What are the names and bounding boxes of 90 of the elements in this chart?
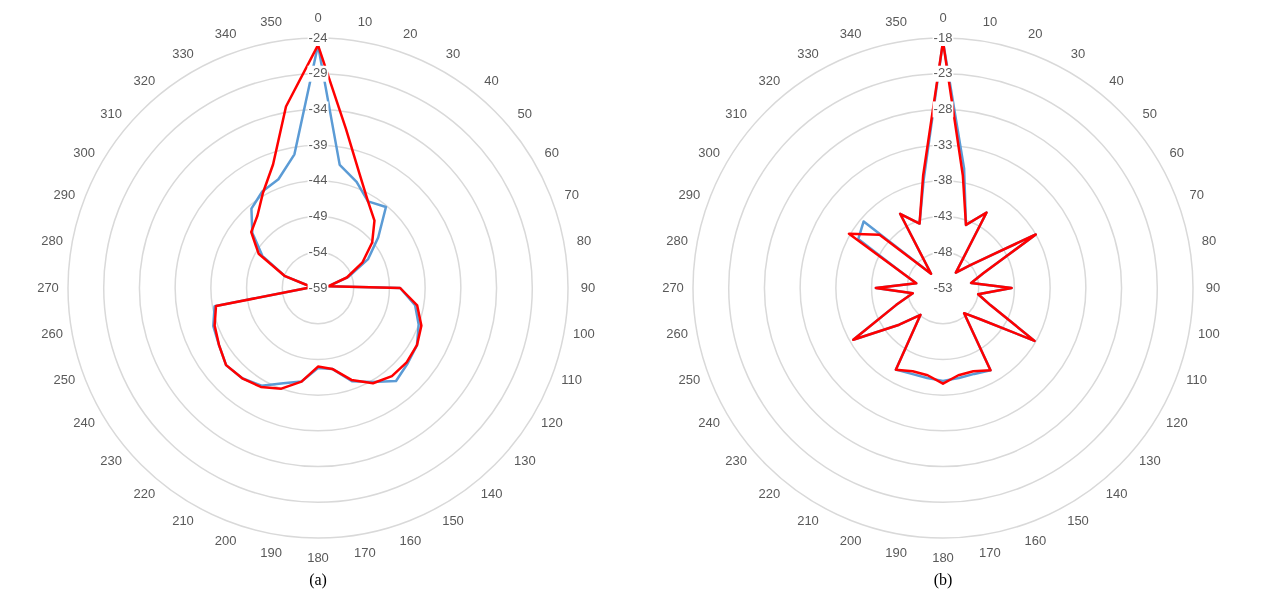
spoke-label: 330 <box>172 45 194 61</box>
spoke-label: 280 <box>41 232 63 248</box>
spoke-label: 220 <box>133 486 156 502</box>
spoke-label: 80 <box>1201 232 1217 248</box>
spoke-label: 320 <box>758 72 781 88</box>
spoke-label: 310 <box>100 106 123 122</box>
spoke-label: 50 <box>1142 106 1158 122</box>
spoke-label: 250 <box>53 371 76 387</box>
spoke-label: 310 <box>725 106 748 122</box>
spoke-label: 40 <box>1109 72 1124 88</box>
y-tick-label: -34 <box>308 101 328 117</box>
spoke-label: 110 <box>561 371 583 387</box>
spoke-label: 70 <box>564 187 579 203</box>
spoke-label: 80 <box>576 232 592 248</box>
spoke-label: 160 <box>1024 533 1047 549</box>
spoke-label: 260 <box>41 326 63 342</box>
spoke-label: 230 <box>725 453 748 469</box>
y-tick-label: -39 <box>308 136 328 152</box>
y-tick-label: -43 <box>933 208 953 224</box>
spoke-label: 50 <box>517 106 533 122</box>
spoke-label: 250 <box>678 371 701 387</box>
spoke-label: 10 <box>982 13 998 29</box>
spoke-label: 180 <box>932 549 954 565</box>
spoke-label: 110 <box>1186 371 1208 387</box>
y-tick-label: -29 <box>308 65 328 81</box>
y-tick-label: -59 <box>308 279 328 295</box>
spoke-label: 160 <box>399 533 422 549</box>
spoke-label: 140 <box>480 486 503 502</box>
spoke-label: 220 <box>758 486 781 502</box>
spoke-label: 260 <box>666 326 688 342</box>
y-tick-label: -49 <box>308 208 328 224</box>
spoke-label: 170 <box>979 545 1001 561</box>
spoke-label: 300 <box>698 144 721 160</box>
y-tick-label: -48 <box>933 243 953 259</box>
spoke-label: 200 <box>839 533 862 549</box>
spoke-label: 200 <box>214 533 237 549</box>
spoke-label: 340 <box>839 25 862 41</box>
spoke-label: 270 <box>37 279 59 295</box>
spoke-label: 0 <box>939 9 947 25</box>
y-tick-label: -53 <box>933 279 953 295</box>
spoke-label: 340 <box>214 25 237 41</box>
spoke-label: 10 <box>357 13 373 29</box>
spoke-label: 0 <box>314 9 322 25</box>
y-tick-label: -28 <box>933 101 953 117</box>
y-tick-label: -54 <box>308 243 328 259</box>
y-tick-label: -38 <box>933 172 953 188</box>
spoke-label: 130 <box>513 453 536 469</box>
spoke-label: 280 <box>666 232 688 248</box>
spoke-label: 130 <box>1138 453 1161 469</box>
y-tick-label: -44 <box>308 172 328 188</box>
spoke-label: 300 <box>73 144 96 160</box>
spoke-label: 210 <box>797 513 819 529</box>
spoke-label: 290 <box>678 187 701 203</box>
spoke-label: 60 <box>544 144 560 160</box>
spoke-label: 90 <box>580 279 596 295</box>
spoke-label: 70 <box>1189 187 1204 203</box>
spoke-label: 170 <box>354 545 376 561</box>
spoke-label: 190 <box>885 545 907 561</box>
spoke-label: 190 <box>260 545 282 561</box>
spoke-label: 150 <box>1067 513 1089 529</box>
spoke-label: 330 <box>797 45 819 61</box>
y-tick-label: -24 <box>308 29 328 45</box>
spoke-label: 120 <box>540 414 563 430</box>
spoke-label: 120 <box>1165 414 1188 430</box>
y-tick-label: -33 <box>933 136 953 152</box>
spoke-label: 20 <box>403 25 418 41</box>
spoke-label: 230 <box>100 453 123 469</box>
spoke-label: 90 <box>1205 279 1221 295</box>
spoke-label: 60 <box>1169 144 1185 160</box>
spoke-label: 240 <box>698 414 721 430</box>
spoke-label: 140 <box>1105 486 1128 502</box>
spoke-label: 350 <box>885 13 907 29</box>
spoke-label: 270 <box>662 279 684 295</box>
spoke-label: 320 <box>133 72 156 88</box>
text: (a) <box>309 570 327 589</box>
y-tick-label: -18 <box>933 29 953 45</box>
spoke-label: 100 <box>1198 326 1220 342</box>
spoke-label: 290 <box>53 187 76 203</box>
spoke-label: 40 <box>484 72 499 88</box>
spoke-label: 150 <box>442 513 464 529</box>
y-tick-label: -23 <box>933 65 953 81</box>
spoke-label: 210 <box>172 513 194 529</box>
spoke-label: 20 <box>1028 25 1043 41</box>
text: (b) <box>933 570 953 589</box>
spoke-label: 30 <box>445 45 461 61</box>
spoke-label: 100 <box>573 326 595 342</box>
spoke-label: 350 <box>260 13 282 29</box>
spoke-label: 180 <box>307 549 329 565</box>
spoke-label: 240 <box>73 414 96 430</box>
spoke-label: 30 <box>1070 45 1086 61</box>
